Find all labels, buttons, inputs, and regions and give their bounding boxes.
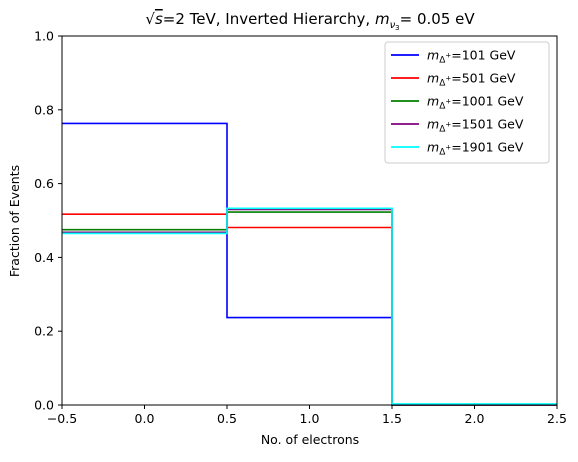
- title-nu-subsub: 3: [395, 24, 399, 32]
- legend-entry-2: mΔ+=501 GeV: [427, 71, 516, 89]
- x-tick-label: 1.5: [382, 411, 402, 426]
- title-nu-sub: ν: [390, 20, 396, 31]
- series-group: [62, 122, 557, 406]
- title-sqrt-symbol: √: [145, 10, 155, 28]
- legend-entry-3: mΔ+=1001 GeV: [427, 94, 524, 112]
- x-tick-label: 0.0: [135, 411, 155, 426]
- chart-title: √s=2 TeV, Inverted Hierarchy, mν3= 0.05 …: [145, 10, 475, 32]
- title-main: =2 TeV, Inverted Hierarchy,: [163, 10, 375, 28]
- y-tick-label: 0.6: [34, 176, 54, 191]
- x-tick-label: 2.0: [465, 411, 485, 426]
- legend-entry-4: mΔ+=1501 GeV: [427, 117, 524, 135]
- y-tick-label: 0.2: [34, 324, 54, 339]
- y-axis-label: Fraction of Events: [7, 165, 22, 277]
- y-tick-label: 0.4: [34, 250, 54, 265]
- y-tick-label: 0.8: [34, 102, 54, 117]
- legend: mΔ+=101 GeV mΔ+=501 GeV mΔ+=1001 GeV mΔ+=15…: [384, 41, 550, 164]
- series-line-2: [62, 213, 557, 406]
- series-line-5: [62, 207, 557, 405]
- y-axis-ticks: 0.0 0.2 0.4 0.6 0.8 1.0: [34, 29, 62, 413]
- series-line-1: [62, 122, 557, 406]
- y-tick-label: 0.0: [34, 398, 54, 413]
- x-axis-label: No. of electrons: [261, 432, 359, 447]
- series-line-3: [62, 211, 557, 406]
- legend-box: [384, 41, 550, 164]
- title-value: = 0.05 eV: [400, 10, 476, 28]
- x-tick-label: 2.5: [547, 411, 567, 426]
- title-m: m: [375, 10, 390, 28]
- legend-entry-1: mΔ+=101 GeV: [427, 48, 516, 66]
- x-tick-label: 0.5: [217, 411, 237, 426]
- series-line-4: [62, 208, 557, 406]
- title-s: s: [155, 10, 163, 28]
- x-tick-label: −0.5: [47, 411, 77, 426]
- y-tick-label: 1.0: [34, 29, 54, 44]
- legend-entry-5: mΔ+=1901 GeV: [427, 140, 524, 158]
- x-axis-ticks: −0.5 0.0 0.5 1.0 1.5 2.0 2.5: [47, 405, 567, 426]
- x-tick-label: 1.0: [300, 411, 320, 426]
